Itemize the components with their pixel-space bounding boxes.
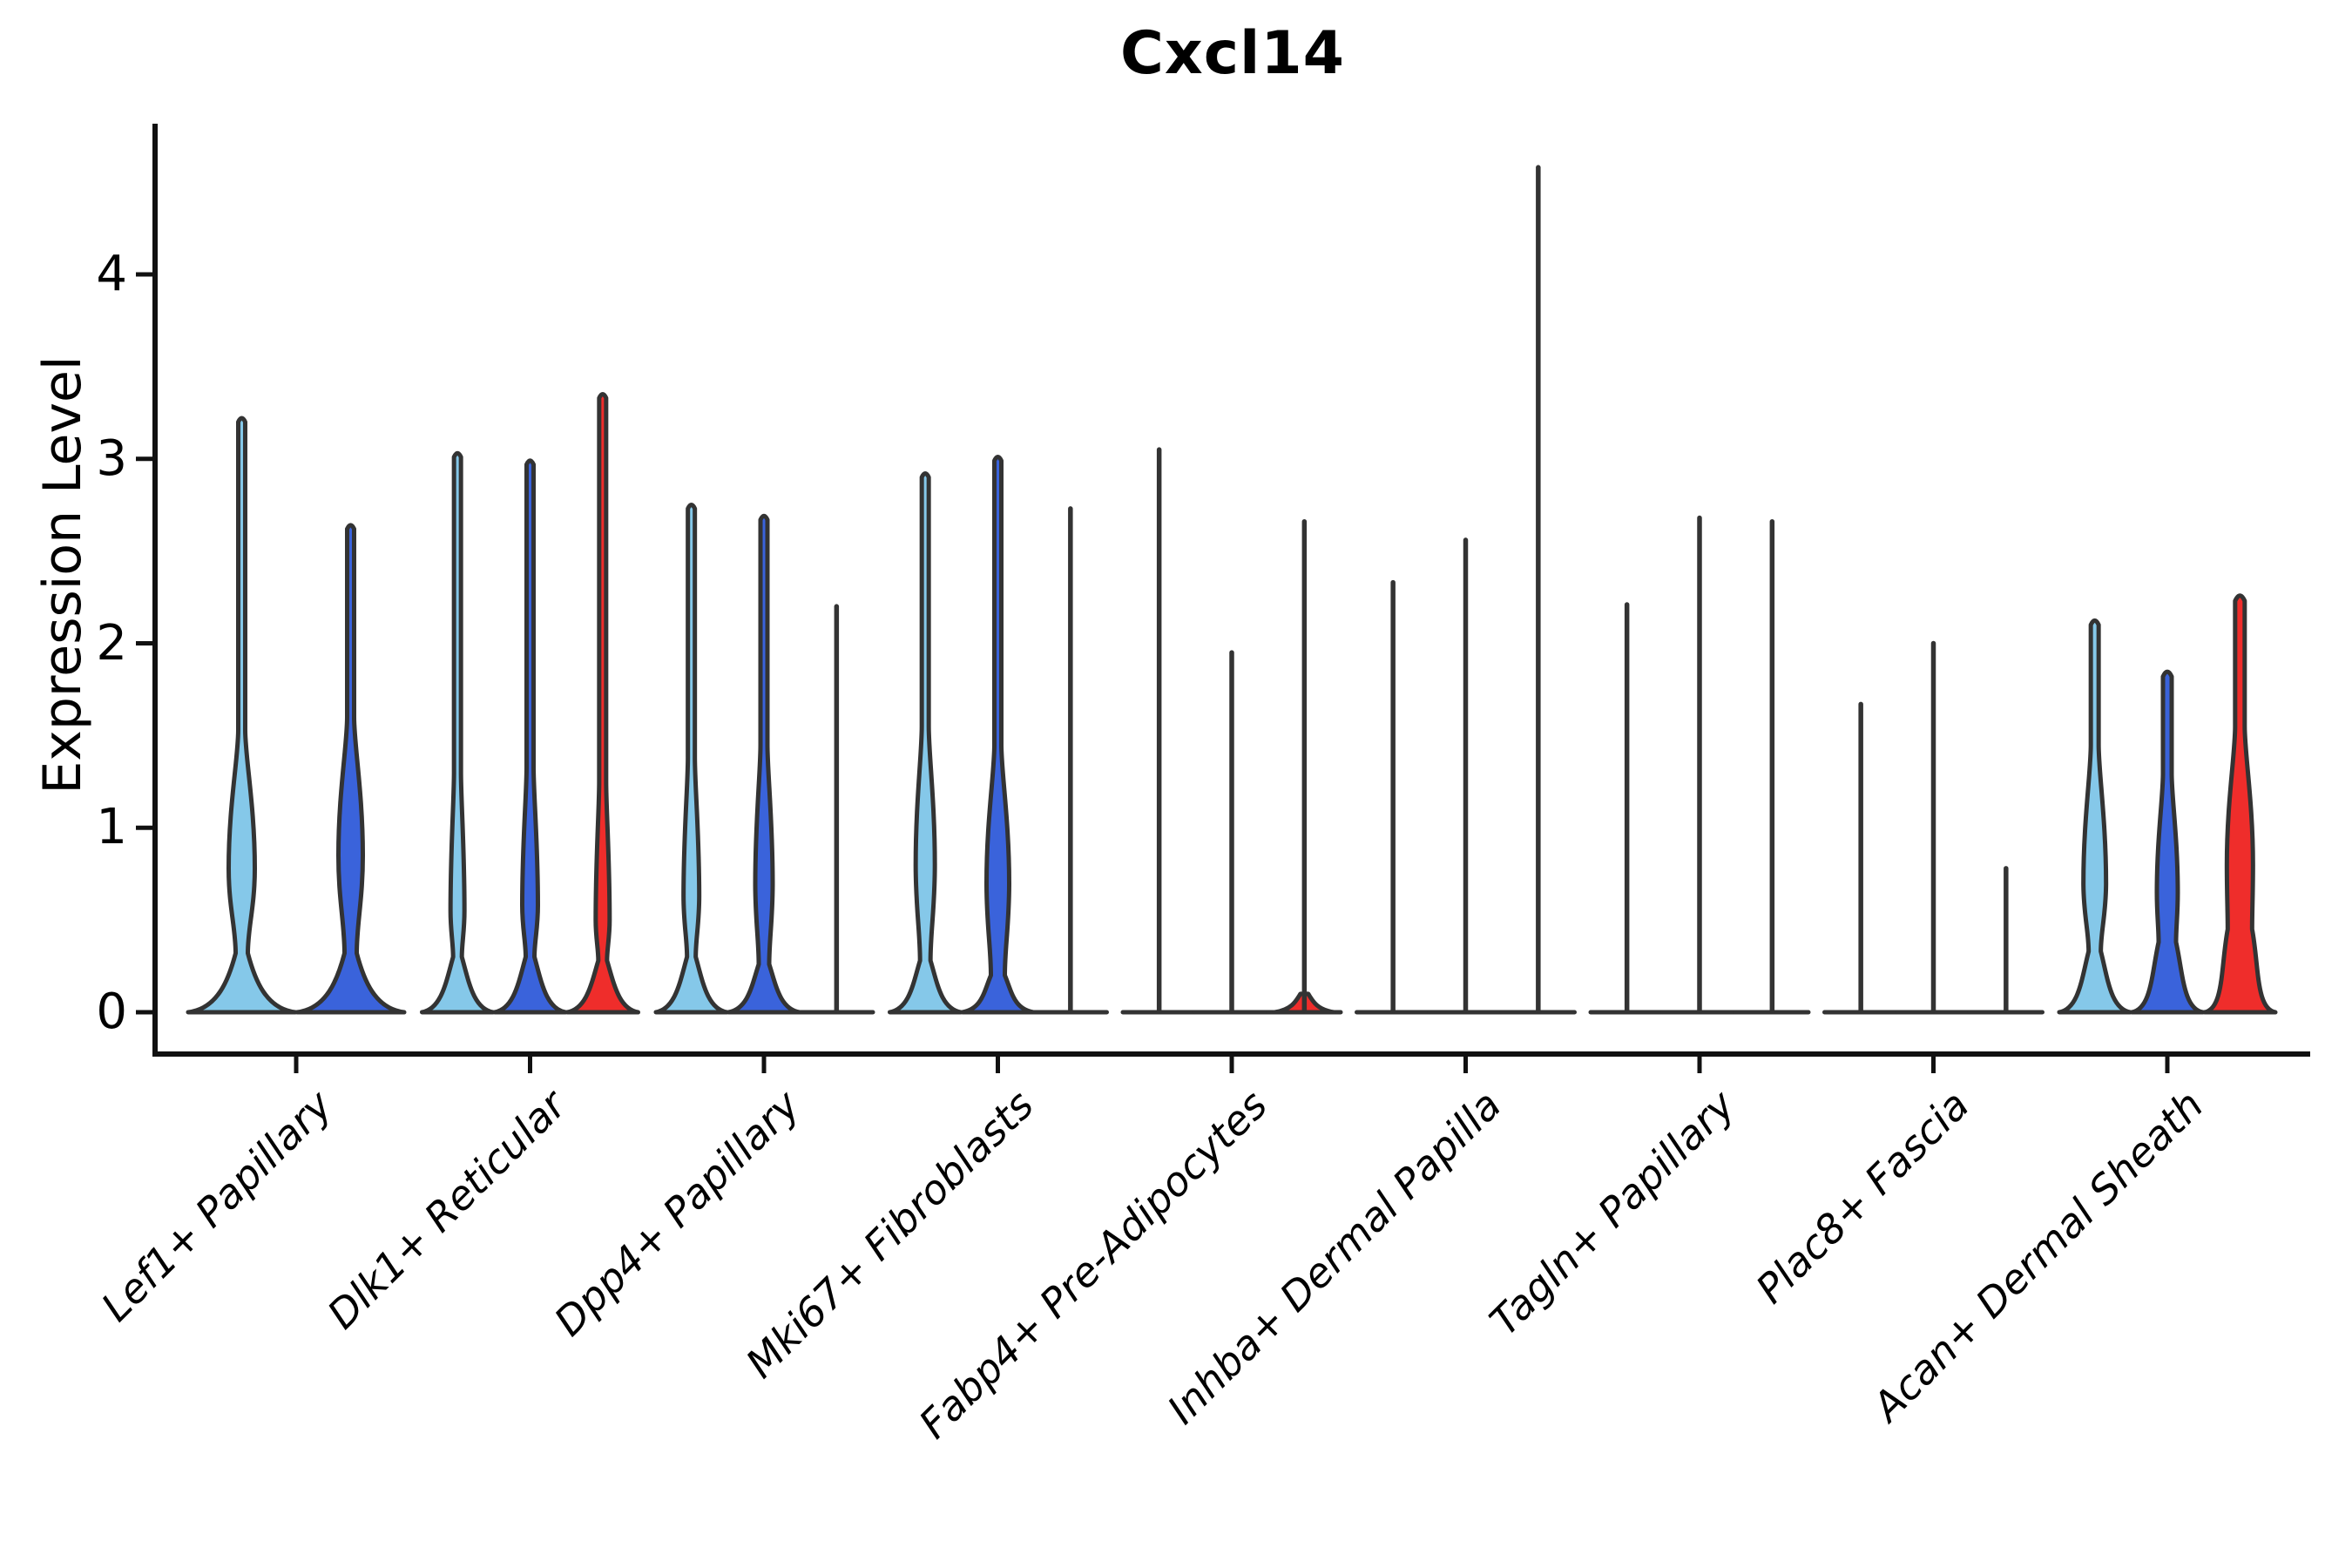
violin-3-0 <box>888 471 963 1015</box>
violin-2-1 <box>726 513 802 1015</box>
violin-8-0 <box>2057 618 2132 1015</box>
y-tick-label: 0 <box>96 983 127 1040</box>
violin-0-0 <box>186 416 298 1015</box>
violin-1-1 <box>492 458 568 1015</box>
violin-3-1 <box>960 455 1036 1015</box>
y-tick-label: 2 <box>96 614 127 672</box>
violin-1-0 <box>420 450 496 1015</box>
violin-8-1 <box>2129 669 2206 1015</box>
y-tick-label: 1 <box>96 799 127 856</box>
y-tick-label: 3 <box>96 429 127 487</box>
page-title: Cxcl14 <box>1119 19 1345 88</box>
y-tick-label: 4 <box>96 246 127 302</box>
violin-2-0 <box>653 503 729 1015</box>
violin-8-2 <box>2202 593 2278 1015</box>
violin-0-1 <box>294 523 407 1015</box>
violin-1-2 <box>564 392 640 1015</box>
